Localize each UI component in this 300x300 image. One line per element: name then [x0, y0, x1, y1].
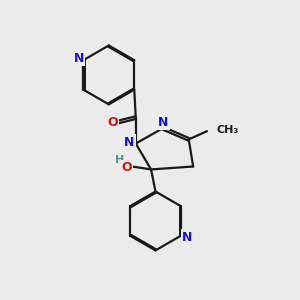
Text: H: H [115, 155, 124, 165]
Text: O: O [107, 116, 118, 129]
Text: N: N [74, 52, 84, 65]
Text: O: O [121, 161, 132, 174]
Text: CH₃: CH₃ [216, 125, 239, 135]
Text: N: N [124, 136, 134, 148]
Text: N: N [158, 116, 169, 129]
Text: N: N [182, 231, 193, 244]
